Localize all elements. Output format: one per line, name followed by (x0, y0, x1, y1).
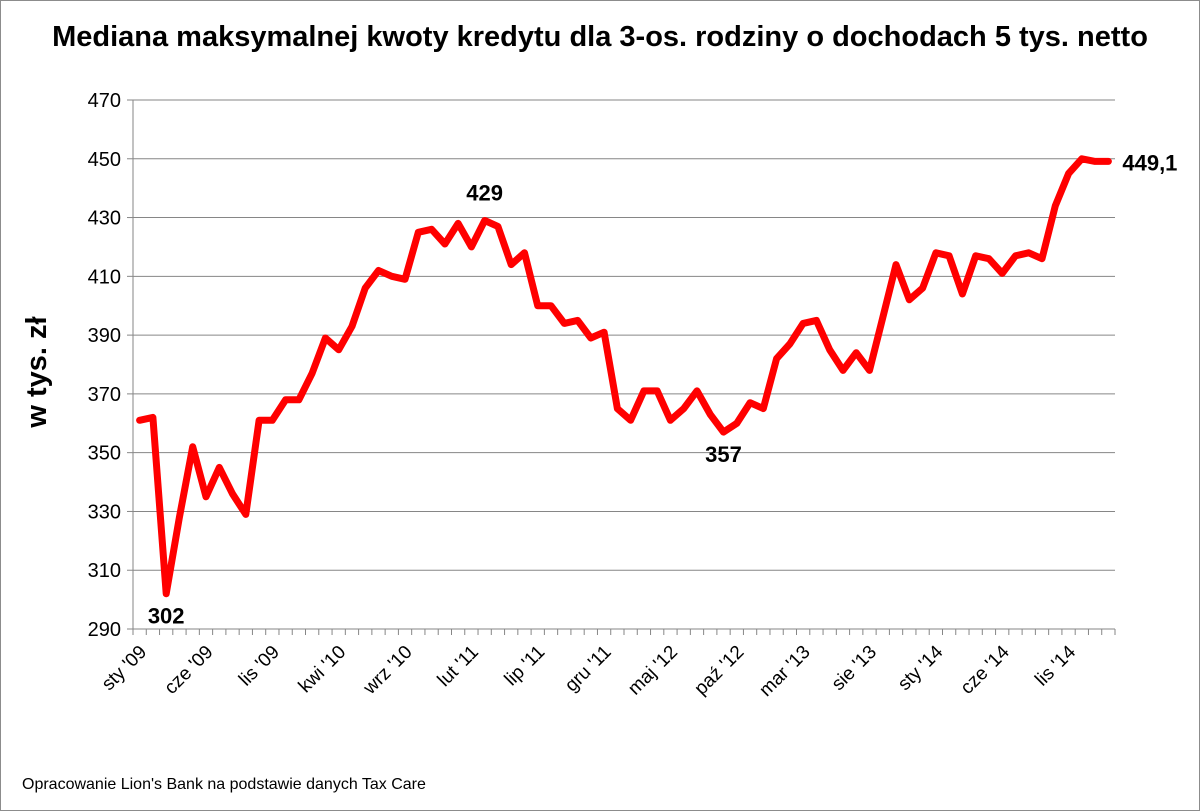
chart-title: Mediana maksymalnej kwoty kredytu dla 3-… (52, 21, 1148, 53)
source-footnote: Opracowanie Lion's Bank na podstawie dan… (22, 776, 426, 793)
x-tick-label: lip '11 (501, 642, 550, 691)
data-label: 357 (705, 442, 742, 467)
x-tick-label: sty '14 (894, 641, 948, 695)
x-tick-label: gru '11 (561, 642, 616, 697)
y-tick-label: 370 (88, 384, 121, 406)
y-tick-label: 410 (88, 266, 121, 288)
axes (127, 99, 1116, 635)
x-tick-labels: sty '09 cze '09 lis '09 kwi '10 wrz '10 lut '… (98, 641, 1080, 701)
data-labels: 302 429 357 449,1 (148, 150, 1178, 628)
y-axis-label: w tys. zł (21, 316, 53, 428)
y-tick-label: 430 (88, 208, 121, 230)
x-tick-label: sie '13 (828, 642, 881, 695)
x-tick-label: cze '14 (957, 641, 1014, 698)
y-tick-label: 290 (88, 619, 121, 641)
x-tick-label: kwi '10 (295, 642, 350, 697)
y-tick-labels: 290 310 330 350 370 390 410 430 450 470 (88, 90, 121, 641)
y-tick-label: 330 (88, 501, 121, 523)
y-tick-label: 390 (88, 325, 121, 347)
x-tick-label: wrz '10 (359, 642, 417, 700)
data-label: 302 (148, 604, 185, 629)
x-tick-label: mar '13 (755, 642, 814, 701)
x-tick-label: sty '09 (98, 642, 151, 695)
series (136, 155, 1112, 598)
y-tick-label: 450 (88, 149, 121, 171)
y-tick-label: 350 (88, 443, 121, 465)
x-tick-label: lis '09 (235, 642, 284, 691)
gridlines (133, 99, 1115, 630)
x-tick-label: maj '12 (624, 642, 682, 700)
x-tick-label: cze '09 (161, 642, 218, 699)
y-tick-label: 470 (88, 90, 121, 112)
x-tick-label: paź '12 (691, 642, 749, 700)
x-tick-label: lis '14 (1031, 641, 1080, 690)
data-label: 449,1 (1122, 150, 1177, 175)
data-label: 429 (466, 180, 503, 205)
x-tick-label: lut '11 (434, 642, 483, 691)
series-line (136, 155, 1112, 598)
y-tick-label: 310 (88, 560, 121, 582)
